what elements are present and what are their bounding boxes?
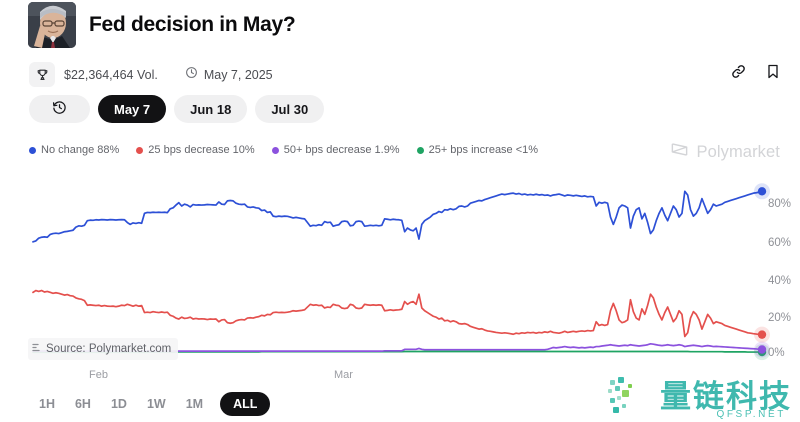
trophy-icon: [29, 62, 55, 87]
qfsp-logo-icon: [606, 374, 652, 418]
time-range-buttons: 1H 6H 1D 1W 1M ALL: [36, 392, 271, 416]
legend-label-25bps-decrease: 25 bps decrease 10%: [148, 144, 255, 156]
tab-jun-18[interactable]: Jun 18: [174, 95, 248, 123]
legend-label-25bps-increase: 25+ bps increase <1%: [428, 144, 539, 156]
series-line-no-change: [32, 190, 763, 243]
bookmark-icon[interactable]: [763, 62, 782, 81]
tab-jul-30[interactable]: Jul 30: [255, 95, 325, 123]
tab-may-7[interactable]: May 7: [98, 95, 167, 123]
range-all[interactable]: ALL: [220, 392, 271, 416]
endpoint-dot-1: [757, 330, 767, 339]
series-line-25-bps-decrease: [32, 289, 763, 338]
chart-svg: [32, 183, 770, 361]
y-axis: 80% 60% 40% 20% 0%: [748, 170, 794, 365]
legend-label-no-change: No change 88%: [41, 144, 120, 156]
market-avatar: [28, 2, 76, 48]
range-6h[interactable]: 6H: [74, 397, 91, 411]
legend-dot-purple: [271, 146, 279, 154]
header-actions: [729, 62, 782, 81]
range-1h[interactable]: 1H: [39, 397, 55, 411]
y-tick-60: 60%: [768, 237, 792, 249]
legend-item-no-change[interactable]: No change 88%: [29, 144, 119, 156]
y-tick-0: 0%: [768, 347, 785, 359]
qfsp-watermark: 量链科技 QFSP.NET: [606, 374, 792, 420]
x-axis: Feb Mar: [0, 365, 800, 385]
history-tab-button[interactable]: [29, 95, 90, 123]
x-tick-mar: Mar: [334, 369, 353, 381]
date-tabs: May 7 Jun 18 Jul 30: [29, 95, 325, 123]
x-tick-feb: Feb: [89, 369, 108, 381]
legend-dot-red: [136, 146, 144, 154]
link-icon[interactable]: [729, 62, 748, 81]
jerome-powell-photo: [28, 2, 76, 48]
legend-dot-green: [416, 146, 424, 154]
range-1d[interactable]: 1D: [110, 397, 127, 411]
history-clock-icon: [52, 100, 67, 118]
range-1m[interactable]: 1M: [185, 397, 204, 411]
legend-label-50bps-decrease: 50+ bps decrease 1.9%: [283, 144, 400, 156]
legend-item-25bps-decrease[interactable]: 25 bps decrease 10%: [136, 144, 255, 156]
y-tick-20: 20%: [768, 312, 792, 324]
endpoint-dot-0: [757, 187, 767, 196]
legend-item-50bps-decrease[interactable]: 50+ bps decrease 1.9%: [271, 144, 400, 156]
source-mark-icon: [32, 340, 41, 358]
polymarket-brand: Polymarket: [670, 140, 780, 164]
legend-dot-blue: [29, 146, 36, 154]
legend-item-25bps-increase[interactable]: 25+ bps increase <1%: [416, 144, 539, 156]
clock-icon: [185, 66, 198, 84]
y-tick-80: 80%: [768, 198, 792, 210]
range-1w[interactable]: 1W: [146, 397, 166, 411]
market-meta: $22,364,464 Vol. May 7, 2025: [29, 62, 273, 87]
page-title: Fed decision in May?: [89, 13, 296, 36]
polymarket-wordmark: Polymarket: [696, 142, 780, 161]
source-text: Source: Polymarket.com: [46, 343, 172, 355]
market-header: Fed decision in May?: [28, 2, 296, 48]
volume-text: $22,364,464 Vol.: [64, 67, 158, 82]
qfsp-net-text: QFSP.NET: [716, 409, 786, 420]
polymarket-logo-icon: [670, 140, 689, 164]
endpoint-dot-2: [757, 345, 767, 354]
market-date: May 7, 2025: [203, 67, 273, 82]
probability-chart[interactable]: [0, 170, 800, 365]
date-group: May 7, 2025: [185, 66, 273, 84]
qfsp-cn-text: 量链科技: [660, 378, 792, 414]
source-watermark: Source: Polymarket.com: [28, 338, 179, 360]
y-tick-40: 40%: [768, 275, 792, 287]
chart-legend: No change 88% 25 bps decrease 10% 50+ bp…: [29, 144, 538, 156]
